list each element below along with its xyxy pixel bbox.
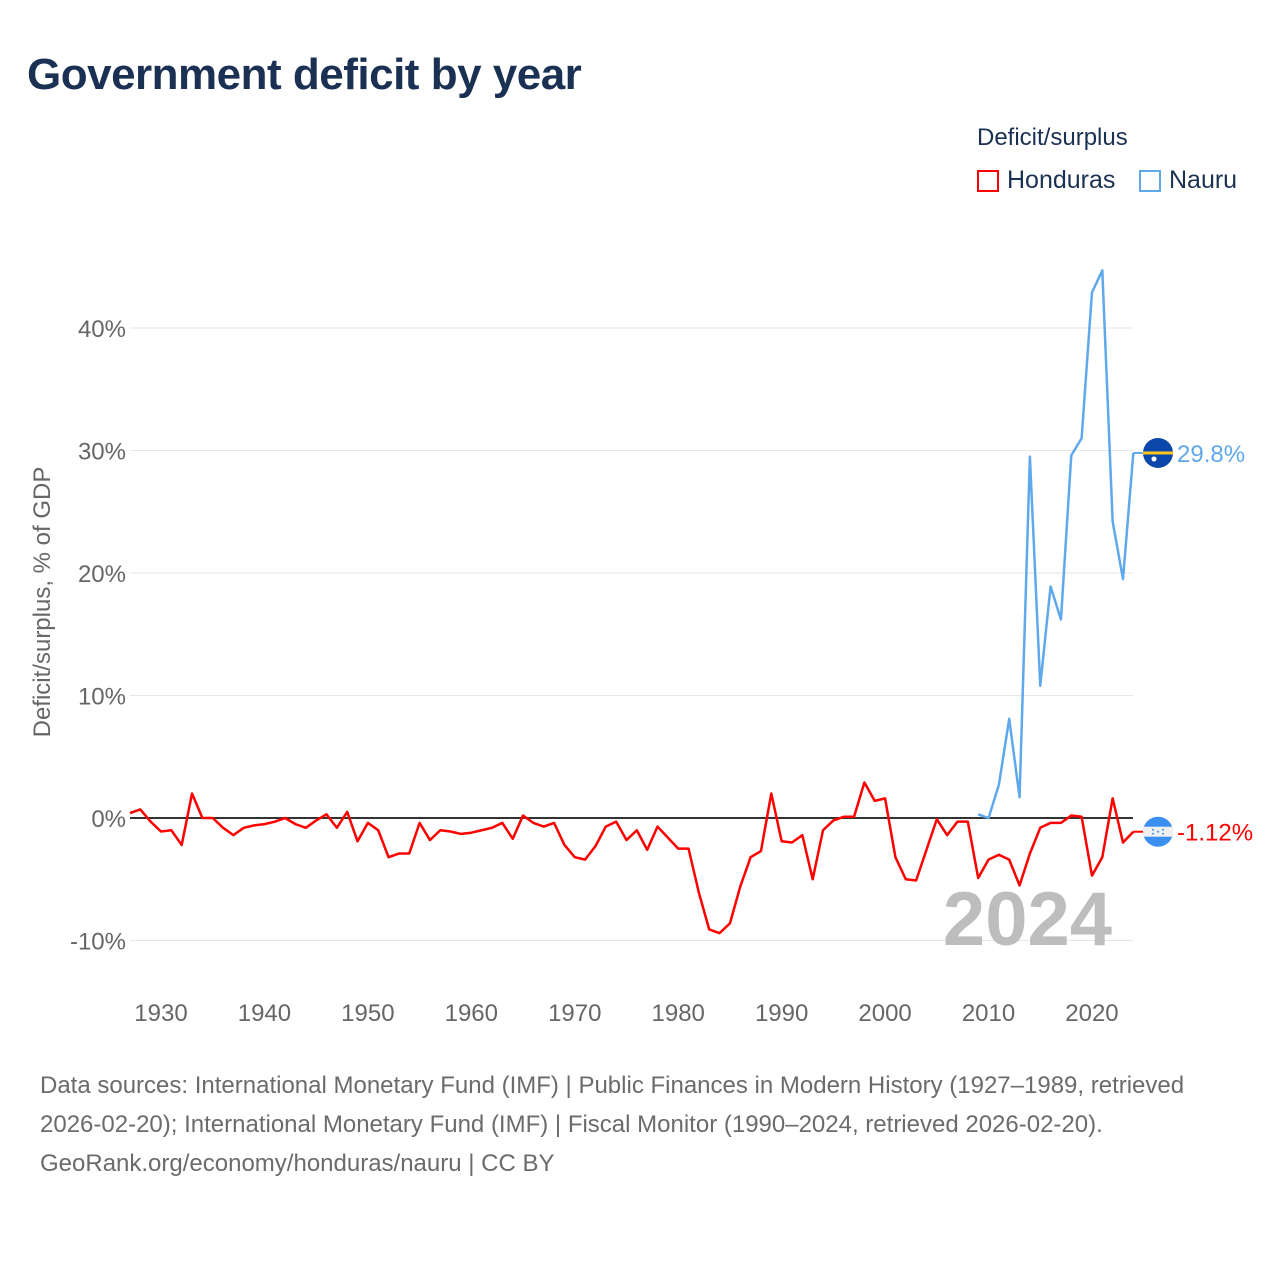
x-tick-label: 1970	[548, 1000, 601, 1027]
legend-title: Deficit/surplus	[977, 124, 1128, 151]
x-tick-label: 1960	[445, 1000, 498, 1027]
honduras-flag-star	[1162, 832, 1164, 835]
x-tick-label: 1940	[238, 1000, 291, 1027]
y-axis-label: Deficit/surplus, % of GDP	[29, 467, 56, 738]
series-line-nauru	[977, 269, 1135, 820]
x-tick-label: 1930	[134, 1000, 187, 1027]
y-tick-label: 30%	[78, 439, 126, 466]
footer: Data sources: International Monetary Fun…	[40, 1066, 1250, 1183]
year-annotation: 2024	[943, 877, 1112, 962]
legend-label-nauru: Nauru	[1169, 166, 1238, 194]
x-tick-label: 2020	[1065, 1000, 1118, 1027]
honduras-flag-star	[1152, 832, 1154, 835]
legend-item-honduras[interactable]: Honduras	[977, 166, 1115, 195]
legend-item-nauru[interactable]: Nauru	[1139, 166, 1237, 195]
legend-label-honduras: Honduras	[1007, 166, 1116, 194]
credit-link[interactable]: GeoRank.org/economy/honduras/nauru | CC …	[40, 1150, 555, 1177]
x-tick-label: 1990	[755, 1000, 808, 1027]
end-label-nauru: 29.8%	[1177, 441, 1245, 468]
x-tick-label: 1980	[652, 1000, 705, 1027]
y-tick-label: 0%	[91, 806, 126, 833]
honduras-flag-star	[1157, 830, 1159, 833]
nauru-flag-stripe	[1143, 451, 1173, 455]
data-sources: Data sources: International Monetary Fun…	[40, 1072, 1185, 1138]
y-tick-label: 40%	[78, 316, 126, 343]
x-tick-label: 2010	[962, 1000, 1015, 1027]
chart-title: Government deficit by year	[27, 50, 582, 99]
series-line-honduras	[129, 781, 1135, 935]
x-tick-label: 1950	[341, 1000, 394, 1027]
legend-swatch-honduras	[977, 169, 999, 192]
legend-swatch-nauru	[1139, 169, 1161, 192]
y-tick-label: -10%	[70, 929, 126, 956]
honduras-flag-star	[1152, 828, 1154, 831]
y-tick-label: 20%	[78, 561, 126, 588]
nauru-flag-star	[1151, 456, 1157, 462]
x-tick-label: 2000	[858, 1000, 911, 1027]
y-tick-label: 10%	[78, 684, 126, 711]
end-label-honduras: -1.12%	[1177, 820, 1253, 847]
honduras-flag-star	[1162, 828, 1164, 831]
